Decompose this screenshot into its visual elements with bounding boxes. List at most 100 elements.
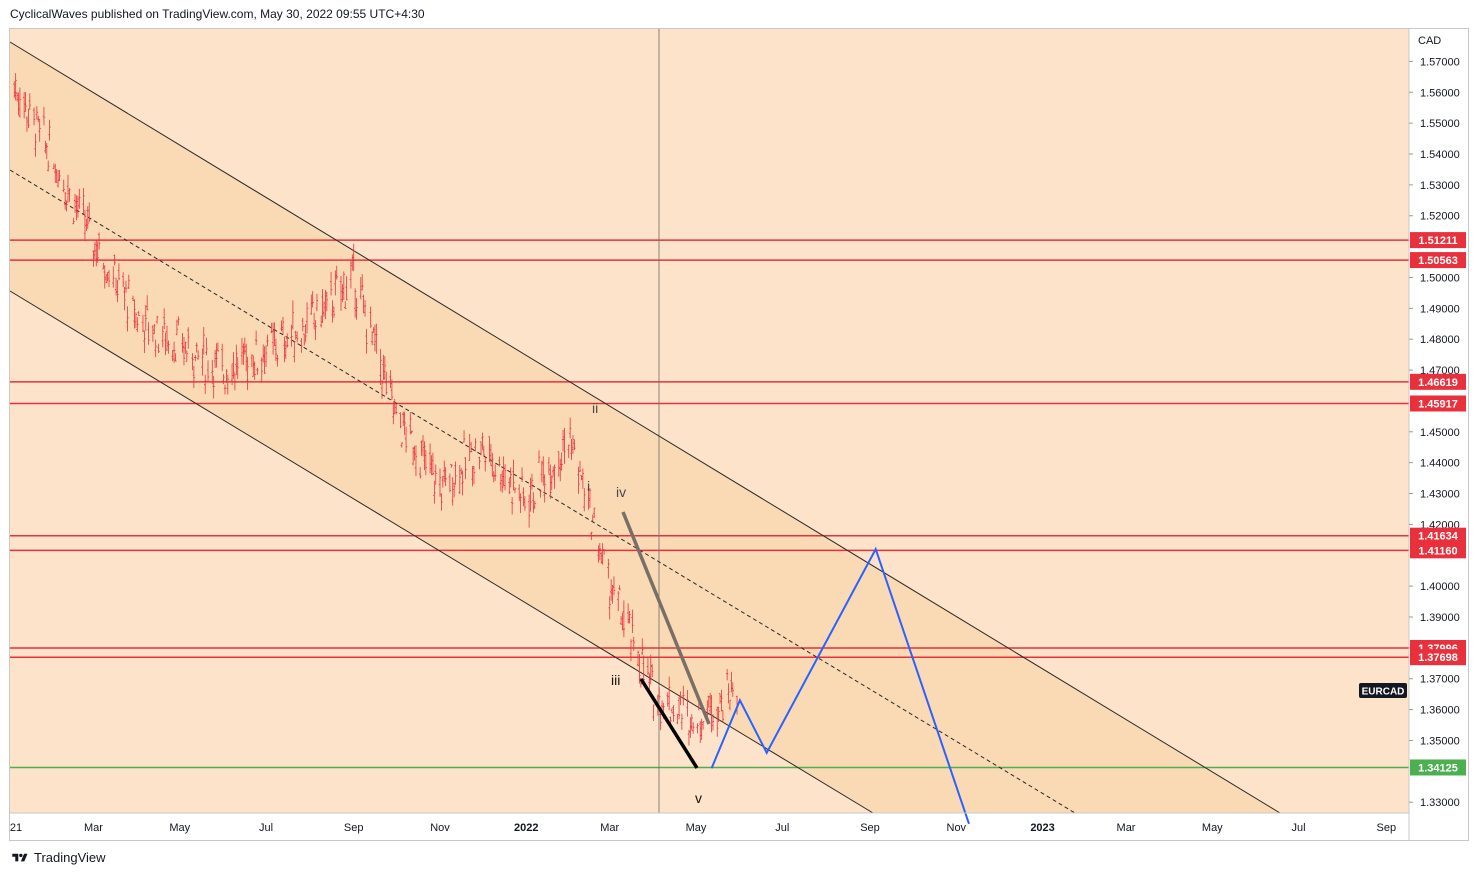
candle-319 <box>642 655 645 684</box>
y-tick-label-18: 1.36000 <box>1420 705 1460 717</box>
x-tick-label-12: 2023 <box>1030 822 1054 834</box>
candle-182 <box>372 327 375 333</box>
candle-349 <box>701 721 705 730</box>
candle-106 <box>222 374 225 385</box>
candle-160 <box>329 271 333 296</box>
candle-360 <box>725 669 729 681</box>
candle-239 <box>484 456 487 472</box>
candle-274 <box>553 464 556 489</box>
candle-124 <box>256 367 259 375</box>
candle-123 <box>254 330 258 346</box>
x-tick-label-4: Sep <box>344 822 364 834</box>
candle-192 <box>392 403 395 425</box>
candle-3 <box>17 92 20 116</box>
candle-303 <box>611 585 614 604</box>
candle-94 <box>196 350 200 360</box>
level-tag-bg-0 <box>1410 232 1466 249</box>
candle-258 <box>522 487 525 507</box>
candle-128 <box>264 345 268 367</box>
candle-318 <box>641 638 644 655</box>
candle-135 <box>280 320 283 332</box>
candle-272 <box>550 475 553 491</box>
candle-41 <box>93 242 97 260</box>
y-tick-label-8: 1.48000 <box>1420 334 1460 346</box>
x-tick-label-16: Sep <box>1376 822 1396 834</box>
horizontal-levels <box>10 239 1409 769</box>
candle-156 <box>321 289 324 323</box>
candle-40 <box>92 250 95 267</box>
candle-121 <box>252 355 255 377</box>
candle-189 <box>385 371 388 395</box>
candle-209 <box>424 449 428 476</box>
symbol-tag-label: EURCAD <box>1362 687 1405 698</box>
candle-286 <box>578 460 582 472</box>
candle-333 <box>670 708 674 714</box>
x-tick-label-5: Nov <box>430 822 450 834</box>
candle-109 <box>226 375 230 395</box>
candle-307 <box>619 616 623 625</box>
level-tag-bg-2 <box>1410 373 1466 390</box>
candle-179 <box>365 328 368 354</box>
candle-33 <box>76 195 80 218</box>
candle-225 <box>458 465 462 495</box>
candle-193 <box>393 399 396 415</box>
candle-187 <box>382 354 385 380</box>
candle-83 <box>175 319 179 336</box>
candle-252 <box>510 497 514 515</box>
candle-240 <box>488 436 491 463</box>
candle-145 <box>300 338 303 353</box>
y-tick-label-15: 1.39000 <box>1420 612 1460 624</box>
price-level-tags: 1.51211 1.50563 1.46619 1.45917 1.41634 1.411… <box>1410 232 1466 776</box>
candle-93 <box>195 342 198 353</box>
candle-85 <box>181 332 184 353</box>
candle-197 <box>402 411 405 426</box>
candle-250 <box>508 478 511 495</box>
level-tag-bg-8 <box>1410 759 1466 776</box>
candle-4 <box>18 87 22 118</box>
candle-172 <box>352 243 355 272</box>
candle-312 <box>629 639 633 662</box>
candle-314 <box>632 636 635 651</box>
symbol-tag: EURCAD <box>1359 683 1407 698</box>
candle-245 <box>498 456 501 467</box>
candle-313 <box>631 609 634 634</box>
candle-183 <box>373 324 377 352</box>
candle-39 <box>88 202 91 223</box>
candle-199 <box>404 426 408 453</box>
wave-label-ii: ii <box>592 400 598 416</box>
candle-15 <box>42 106 46 126</box>
candle-256 <box>519 493 522 513</box>
x-tick-label-1: Mar <box>84 822 103 834</box>
candle-129 <box>266 334 269 347</box>
candle-222 <box>451 477 454 506</box>
candle-102 <box>213 349 217 368</box>
candle-147 <box>303 333 306 346</box>
candle-235 <box>478 456 481 470</box>
candle-238 <box>482 445 486 457</box>
candle-79 <box>167 340 170 354</box>
candle-184 <box>375 323 378 354</box>
level-tag-bg-1 <box>1410 252 1466 269</box>
candle-173 <box>353 288 357 318</box>
publish-header: CyclicalWaves published on TradingView.c… <box>10 7 425 21</box>
candle-276 <box>559 458 562 482</box>
candle-80 <box>171 349 174 362</box>
candle-37 <box>85 218 88 231</box>
candle-151 <box>311 291 314 308</box>
candle-364 <box>731 682 734 697</box>
x-tick-label-15: Jul <box>1292 822 1306 834</box>
candlestick-series <box>13 73 739 746</box>
y-tick-label-12: 1.43000 <box>1420 489 1460 501</box>
candle-233 <box>472 466 476 485</box>
level-tag-label-5: 1.41160 <box>1418 545 1457 557</box>
wave-label-iii: iii <box>611 672 620 688</box>
candle-143 <box>294 330 297 340</box>
candle-342 <box>689 717 692 738</box>
candle-122 <box>253 361 256 380</box>
level-tag-label-4: 1.41634 <box>1418 531 1459 543</box>
candle-19 <box>48 119 51 141</box>
candle-61 <box>133 299 136 329</box>
candle-149 <box>305 302 309 334</box>
candle-262 <box>530 473 534 490</box>
